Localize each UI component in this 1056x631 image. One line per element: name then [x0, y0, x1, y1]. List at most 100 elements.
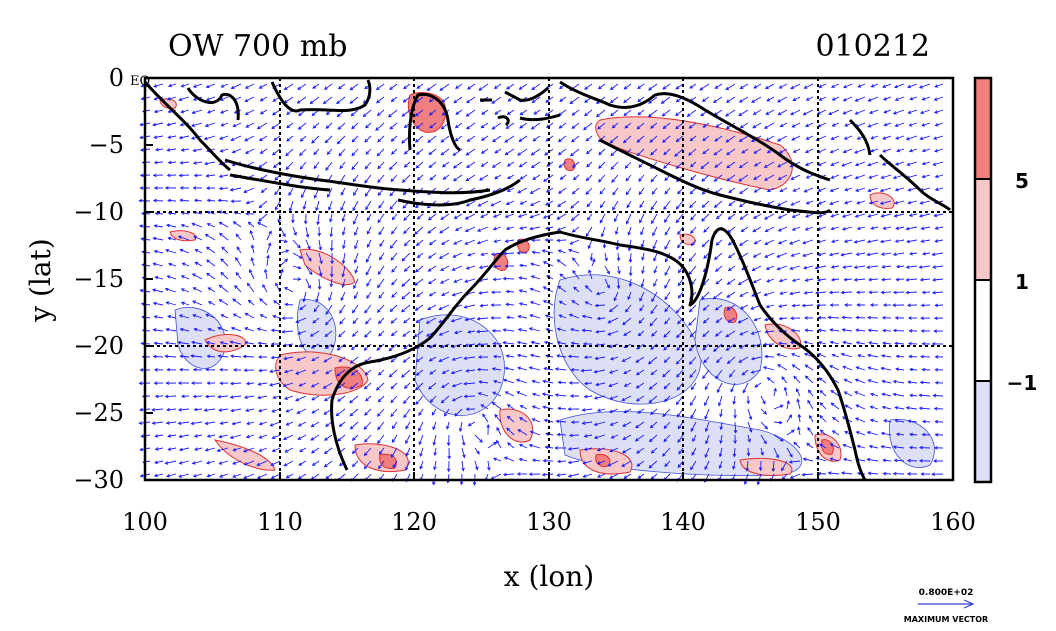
wind-vector: [260, 174, 268, 181]
wind-vector-head: [597, 474, 601, 478]
wind-vector-head: [779, 188, 784, 193]
wind-vector-head: [363, 385, 368, 390]
wind-vector: [727, 356, 736, 364]
wind-vector: [773, 388, 777, 397]
wind-vector: [571, 213, 580, 221]
wind-vector: [418, 434, 424, 445]
wind-vector-head: [854, 98, 859, 102]
wind-vector: [452, 291, 463, 296]
wind-vector: [351, 161, 359, 170]
wind-vector: [896, 355, 905, 358]
wind-vector: [595, 382, 606, 386]
wind-vector-head: [739, 306, 744, 310]
wind-vector-head: [452, 164, 457, 169]
wind-vector-head: [515, 378, 520, 383]
wind-vector-head: [636, 139, 641, 143]
wind-vector: [702, 330, 710, 337]
wind-vector: [543, 213, 554, 219]
wind-vector: [415, 395, 424, 405]
wind-vector-head: [476, 450, 480, 455]
wind-vector: [893, 380, 905, 384]
wind-vector: [868, 472, 879, 475]
wind-vector-head: [802, 111, 807, 116]
wind-vector-head: [594, 356, 599, 361]
wind-vector-head: [218, 221, 223, 226]
wind-vector-head: [789, 241, 793, 245]
wind-vector: [414, 330, 424, 337]
wind-vector: [691, 239, 697, 246]
wind-vector-head: [753, 215, 757, 219]
wind-vector-head: [219, 136, 224, 140]
wind-vector-head: [427, 230, 432, 234]
wind-vector-head: [934, 226, 939, 230]
wind-vector: [517, 429, 528, 436]
wind-vector-head: [466, 164, 470, 168]
wind-vector-head: [433, 452, 438, 457]
wind-vector-head: [337, 437, 342, 442]
wind-vector-head: [366, 230, 371, 235]
wind-vector: [559, 273, 567, 280]
wind-vector: [416, 356, 424, 362]
wind-vector-head: [478, 87, 483, 91]
wind-vector-head: [310, 423, 315, 428]
wind-vector: [650, 343, 658, 350]
wind-vector: [244, 96, 255, 102]
wind-vector: [270, 421, 281, 427]
wind-vector-head: [378, 204, 382, 209]
wind-vector: [716, 317, 723, 323]
wind-vector: [377, 408, 385, 417]
wind-vector-head: [844, 303, 848, 307]
wind-vector: [746, 460, 749, 471]
wind-vector-head: [664, 398, 668, 403]
wind-vector-head: [322, 385, 327, 389]
wind-vector: [704, 447, 710, 458]
wind-vector-head: [883, 97, 887, 101]
wind-vector-head: [305, 234, 310, 239]
wind-vector: [607, 460, 619, 467]
wind-vector-head: [691, 452, 695, 456]
wind-vector-head: [841, 227, 846, 231]
wind-vector-head: [753, 150, 758, 154]
wind-vector-head: [738, 178, 743, 182]
wind-vector-head: [883, 419, 888, 423]
wind-vector-head: [378, 294, 383, 299]
wind-vector: [734, 421, 737, 433]
wind-vector-head: [504, 366, 509, 371]
wind-vector: [377, 278, 385, 288]
wind-vector-head: [867, 471, 872, 476]
wind-vector-head: [503, 251, 507, 256]
wind-vector: [269, 369, 281, 373]
wind-vector-head: [611, 124, 616, 129]
wind-vector-head: [242, 449, 247, 453]
wind-vector-head: [492, 391, 497, 395]
wind-vector: [587, 239, 593, 249]
wind-vector: [418, 421, 424, 432]
wind-vector: [747, 408, 752, 420]
wind-vector: [545, 200, 554, 206]
wind-vector: [493, 355, 502, 358]
wind-vector-head: [219, 474, 223, 478]
wind-vector: [417, 174, 424, 181]
wind-vector: [557, 285, 567, 293]
wind-vector-head: [464, 216, 469, 220]
wind-vector-head: [504, 391, 509, 395]
wind-vector: [303, 291, 307, 302]
wind-vector: [273, 300, 281, 306]
wind-vector-head: [391, 216, 396, 221]
wind-vector: [378, 460, 385, 469]
wind-vector: [662, 83, 671, 90]
wind-vector: [493, 213, 502, 218]
wind-vector-head: [616, 257, 621, 262]
wind-vector-head: [492, 277, 497, 282]
wind-vector-head: [704, 454, 708, 459]
wind-vector-head: [545, 99, 549, 103]
wind-vector-head: [166, 173, 171, 178]
wind-vector-head: [218, 434, 223, 439]
wind-vector-head: [869, 418, 874, 423]
wind-vector: [703, 226, 710, 233]
wind-vector-head: [440, 280, 444, 284]
wind-vector: [219, 135, 229, 140]
wind-vector: [773, 404, 783, 410]
wind-vector-head: [662, 125, 667, 130]
wind-vector-head: [505, 302, 509, 307]
